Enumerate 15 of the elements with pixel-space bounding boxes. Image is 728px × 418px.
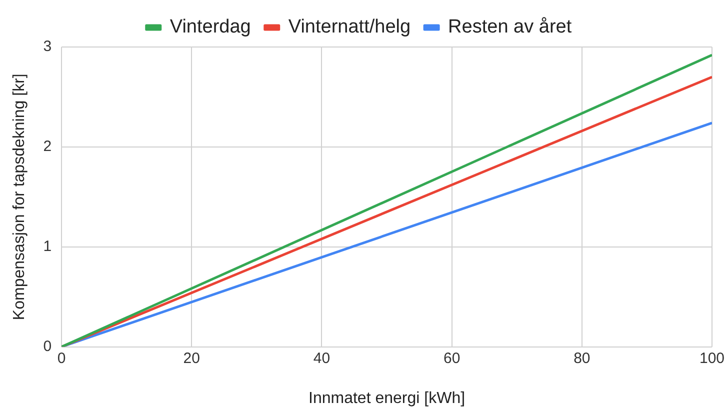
x-tick-label: 80 — [574, 350, 590, 367]
y-tick-label: 3 — [43, 38, 52, 56]
legend-label: Vinternatt/helg — [288, 16, 411, 38]
x-tick-label: 100 — [699, 350, 725, 367]
y-tick-label: 2 — [43, 138, 52, 156]
x-tick-label: 20 — [183, 350, 200, 367]
y-axis-title: Kompensasjon for tapsdekning [kr] — [11, 74, 28, 320]
x-axis-title: Innmatet energi [kWh] — [308, 390, 466, 407]
x-tick-label: 60 — [443, 350, 460, 367]
y-tick-label: 0 — [43, 338, 52, 355]
x-tick-label: 0 — [57, 350, 66, 367]
y-tick-label: 1 — [43, 238, 52, 256]
legend-label: Vinterdag — [170, 16, 251, 38]
legend-label: Resten av året — [448, 16, 572, 38]
x-tick-label: 40 — [313, 350, 330, 367]
